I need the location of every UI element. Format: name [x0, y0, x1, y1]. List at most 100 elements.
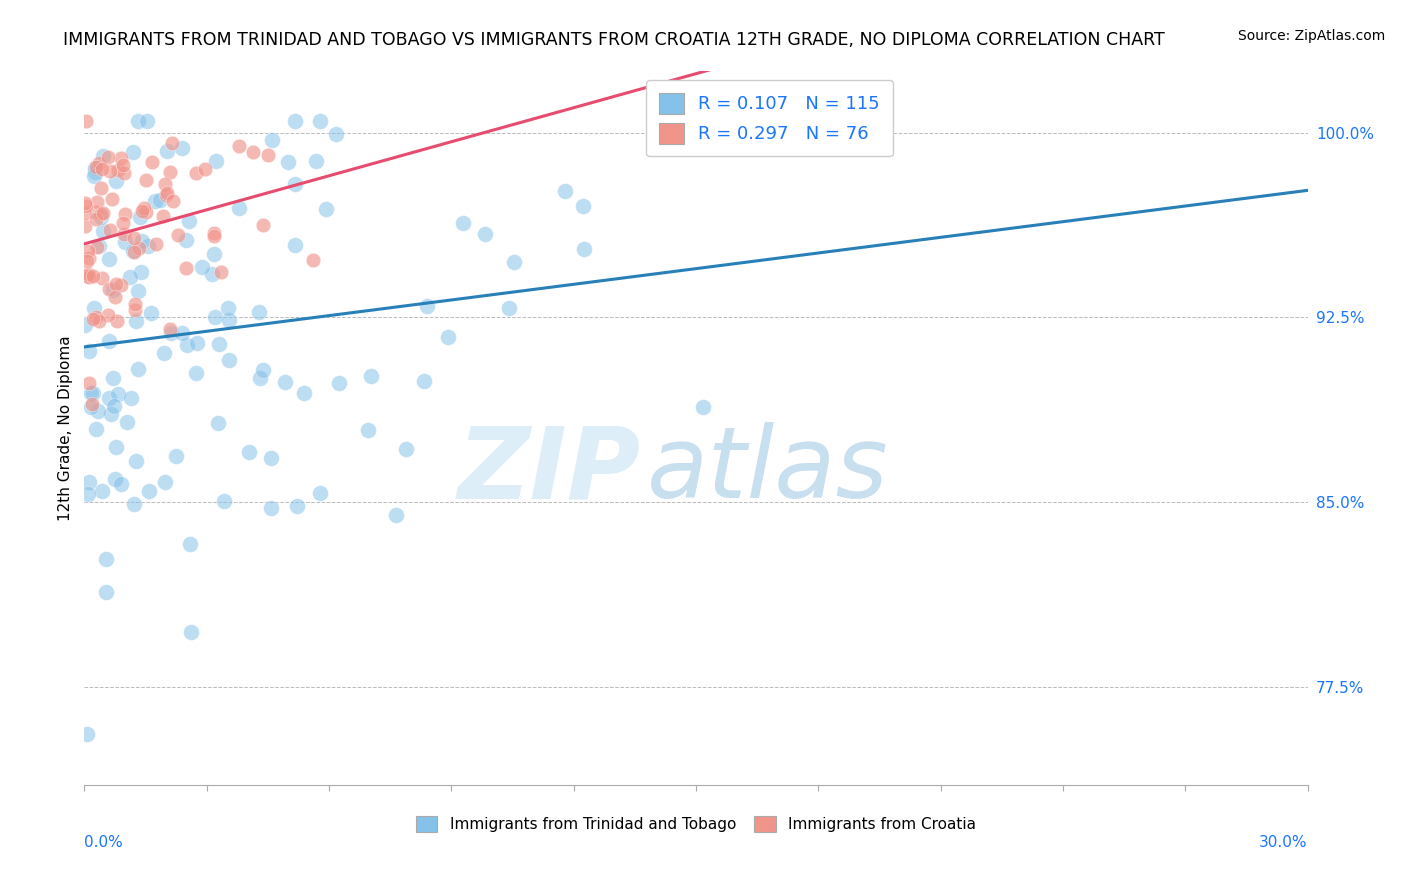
Point [252, 219, 274, 233]
Point [242, 145, 264, 160]
Text: ZIP: ZIP [458, 423, 641, 519]
Point [118, 270, 141, 285]
Point [284, 177, 307, 191]
Point [186, 166, 208, 180]
Point [122, 244, 145, 259]
Point [124, 231, 146, 245]
Point [136, 113, 159, 128]
Point [86, 404, 108, 418]
Point [285, 499, 308, 513]
Point [135, 204, 157, 219]
Point [179, 537, 201, 551]
Point [90, 483, 112, 498]
Point [91, 223, 114, 237]
Point [76, 727, 98, 741]
Point [149, 193, 172, 207]
Point [90, 180, 112, 194]
Point [77, 343, 100, 358]
Point [94, 552, 117, 566]
Point [110, 277, 132, 292]
Point [498, 301, 520, 315]
Point [96, 150, 118, 164]
Point [103, 399, 125, 413]
Point [128, 241, 150, 255]
Point [309, 485, 332, 500]
Point [122, 244, 145, 258]
Point [112, 227, 135, 241]
Point [141, 306, 163, 320]
Point [114, 235, 136, 250]
Point [82, 385, 104, 400]
Point [166, 227, 188, 242]
Point [160, 326, 183, 340]
Point [90, 270, 112, 285]
Point [136, 238, 159, 252]
Point [249, 371, 271, 385]
Point [131, 235, 153, 249]
Point [80, 396, 103, 410]
Point [184, 367, 207, 381]
Point [84, 161, 107, 175]
Point [156, 186, 179, 201]
Point [384, 508, 406, 522]
Point [91, 206, 114, 220]
Point [131, 203, 153, 218]
Point [101, 192, 124, 206]
Point [174, 233, 197, 247]
Point [73, 219, 96, 233]
Point [262, 133, 284, 147]
Point [437, 330, 460, 344]
Point [104, 174, 127, 188]
Point [572, 199, 595, 213]
Point [76, 268, 98, 283]
Point [82, 269, 104, 284]
Point [201, 268, 224, 282]
Point [127, 113, 149, 128]
Point [98, 334, 121, 349]
Point [207, 416, 229, 430]
Point [91, 149, 114, 163]
Point [256, 148, 278, 162]
Point [574, 242, 596, 256]
Point [153, 178, 176, 192]
Point [238, 444, 260, 458]
Point [218, 352, 240, 367]
Point [125, 314, 148, 328]
Point [191, 260, 214, 274]
Point [249, 305, 271, 319]
Point [503, 254, 526, 268]
Point [228, 201, 250, 215]
Point [134, 201, 156, 215]
Point [156, 144, 179, 158]
Point [75, 196, 97, 211]
Text: 30.0%: 30.0% [1260, 835, 1308, 850]
Point [110, 151, 132, 165]
Point [86, 195, 108, 210]
Point [304, 153, 326, 168]
Point [107, 162, 129, 177]
Point [124, 303, 146, 318]
Point [252, 363, 274, 377]
Point [82, 311, 104, 326]
Point [328, 376, 350, 391]
Point [107, 387, 129, 401]
Text: IMMIGRANTS FROM TRINIDAD AND TOBAGO VS IMMIGRANTS FROM CROATIA 12TH GRADE, NO DI: IMMIGRANTS FROM TRINIDAD AND TOBAGO VS I… [63, 31, 1166, 49]
Text: 0.0%: 0.0% [84, 835, 124, 850]
Point [98, 223, 121, 237]
Point [91, 162, 114, 177]
Point [120, 391, 142, 405]
Point [76, 254, 98, 268]
Legend: Immigrants from Trinidad and Tobago, Immigrants from Croatia: Immigrants from Trinidad and Tobago, Imm… [411, 810, 981, 838]
Point [125, 454, 148, 468]
Point [208, 337, 231, 351]
Point [135, 172, 157, 186]
Point [260, 500, 283, 515]
Point [170, 141, 193, 155]
Point [77, 376, 100, 390]
Point [114, 207, 136, 221]
Point [218, 312, 240, 326]
Point [77, 267, 100, 281]
Point [103, 370, 125, 384]
Point [202, 229, 225, 244]
Point [284, 237, 307, 252]
